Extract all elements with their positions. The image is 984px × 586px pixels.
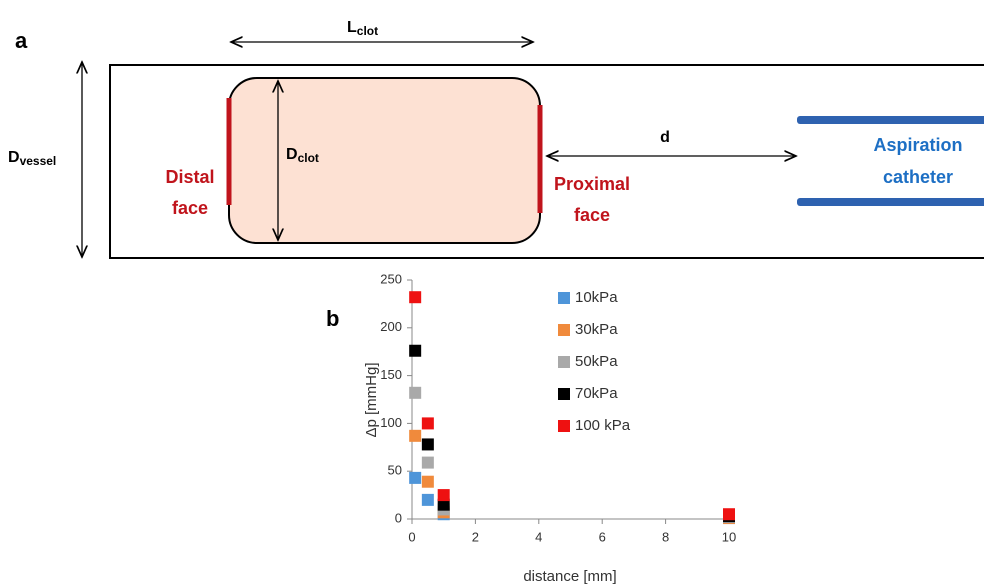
catheter-wall [797,116,984,124]
x-tick-label: 10 [722,529,736,544]
legend-label: 30kPa [575,321,618,338]
y-axis-title: Δp [mmHg] [363,362,380,437]
clot [228,77,541,244]
y-tick-label: 0 [395,510,402,525]
distal-label: face [172,198,208,218]
legend-swatch [558,292,570,304]
x-tick-label: 0 [408,529,415,544]
marker [421,438,434,451]
vessel-diameter-label: Dvessel [8,149,56,168]
legend-swatch [558,356,570,368]
panel-label: b [326,306,339,331]
x-tick-label: 6 [599,529,606,544]
catheter-label: catheter [883,167,953,187]
legend-label: 70kPa [575,385,618,402]
legend-swatch [558,388,570,400]
y-tick-label: 100 [380,415,402,430]
panel-label: a [15,28,28,53]
marker [409,429,422,442]
marker [409,386,422,399]
distance-label: d [660,129,670,146]
marker [437,489,450,502]
marker [409,344,422,357]
legend-label: 100 kPa [575,417,631,434]
proximal-label: Proximal [554,174,630,194]
symbol: L [347,19,357,36]
clot-diameter-label: Dclot [286,146,319,165]
legend-label: 50kPa [575,353,618,370]
plot: 0 50 100 150 200 250 0 2 4 6 8 10 10kPa 30kPa 50kPa 70k… [380,271,736,544]
x-tick-label: 8 [662,529,669,544]
y-tick-label: 50 [388,463,402,478]
proximal-label: face [574,205,610,225]
subscript: clot [298,151,319,165]
marker [409,471,422,484]
legend-swatch [558,420,570,432]
y-tick-label: 200 [380,319,402,334]
marker [421,475,434,488]
catheter-wall [797,198,984,206]
legend-label: 10kPa [575,289,618,306]
marker [421,417,434,430]
vessel [109,64,984,259]
distal-label: Distal [165,167,214,187]
subscript: vessel [20,154,57,168]
legend-swatch [558,324,570,336]
symbol: D [8,149,20,166]
marker [421,456,434,469]
y-tick-label: 250 [380,271,402,286]
marker [723,508,735,521]
subscript: clot [357,24,378,38]
marker [421,493,434,506]
x-tick-label: 2 [472,529,479,544]
y-tick-label: 150 [380,367,402,382]
clot-length-label: Lclot [347,19,378,38]
symbol: D [286,146,298,163]
x-tick-label: 4 [535,529,542,544]
marker [437,498,450,511]
x-axis-title: distance [mm] [523,568,616,585]
marker [409,291,422,304]
catheter-label: Aspiration [873,135,962,155]
